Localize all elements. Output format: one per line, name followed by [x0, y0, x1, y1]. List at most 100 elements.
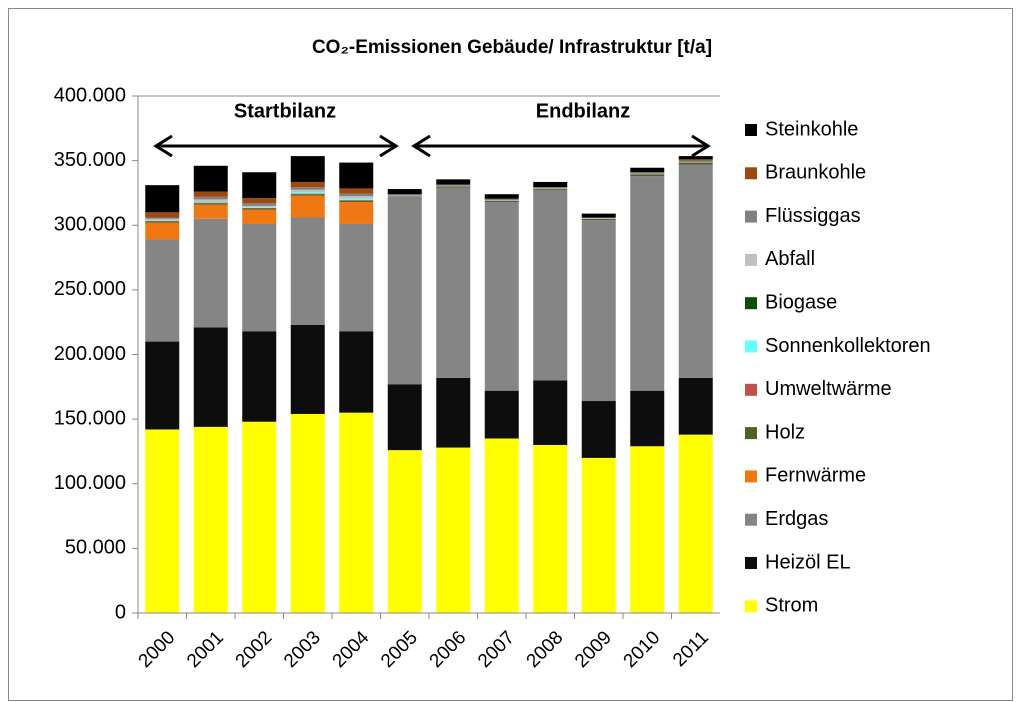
bar-segment — [242, 223, 277, 332]
bar-segment — [387, 196, 422, 385]
bar-segment — [630, 176, 665, 391]
bar-segment — [193, 203, 228, 205]
bar-segment — [533, 188, 568, 190]
bar-segment — [339, 193, 374, 197]
bar-segment — [484, 200, 519, 201]
bar-segment — [678, 434, 713, 613]
bar-segment — [290, 193, 325, 195]
bar-segment — [436, 187, 471, 378]
y-tick-label: 150.000 — [54, 407, 126, 429]
bar-segment — [484, 390, 519, 439]
legend-swatch — [745, 427, 757, 440]
bar-segment — [630, 390, 665, 447]
bar-segment — [533, 380, 568, 445]
legend-label: Heizöl EL — [765, 551, 851, 573]
legend-swatch — [745, 383, 757, 396]
bar-segment — [533, 181, 568, 188]
bar-segment — [387, 384, 422, 451]
bar-segment — [290, 192, 325, 194]
bar-segment — [145, 220, 180, 222]
bar-segment — [339, 200, 374, 201]
bar-segment — [290, 194, 325, 196]
legend-swatch — [745, 167, 757, 180]
arrow-head — [153, 134, 173, 158]
bar-segment — [484, 201, 519, 391]
legend-label: Steinkohle — [765, 118, 858, 140]
bar-segment — [436, 186, 471, 188]
bar-segment — [678, 162, 713, 165]
legend-swatch — [745, 210, 757, 223]
bar-segment — [339, 223, 374, 332]
bar-segment — [339, 200, 374, 202]
legend-swatch — [745, 253, 757, 266]
legend-swatch — [745, 124, 757, 136]
bar-segment — [581, 218, 616, 219]
bar-segment — [533, 189, 568, 191]
bar-segment — [193, 204, 228, 219]
bar-segment — [339, 196, 374, 199]
y-tick-label: 200.000 — [54, 343, 126, 365]
bar-segment — [145, 185, 180, 213]
bar-segment — [630, 172, 665, 174]
bar-segment — [290, 324, 325, 414]
bar-segment — [290, 181, 325, 188]
legend-label: Strom — [765, 595, 818, 617]
bar-segment — [193, 327, 228, 427]
legend-label: Erdgas — [765, 508, 828, 530]
annotation: Endbilanz — [536, 100, 630, 122]
bar-segment — [193, 191, 228, 197]
bar-segment — [387, 194, 422, 196]
bar-segment — [339, 162, 374, 189]
y-tick-label: 0 — [115, 601, 126, 623]
bar-segment — [581, 220, 616, 402]
bar-segment — [242, 208, 277, 210]
bar-segment — [193, 426, 228, 613]
bar-segment — [242, 421, 277, 613]
bar-segment — [339, 412, 374, 613]
bar-segment — [145, 217, 180, 219]
legend-swatch — [745, 557, 757, 569]
bar-segment — [290, 217, 325, 325]
bar-segment — [145, 220, 180, 221]
bar-segment — [581, 213, 616, 218]
bar-segment — [484, 200, 519, 202]
arrow-head — [691, 134, 711, 158]
bar-segment — [242, 331, 277, 422]
bar-segment — [678, 164, 713, 378]
bar-segment — [242, 203, 277, 206]
bar-segment — [533, 190, 568, 381]
bar-segment — [193, 165, 228, 192]
legend-swatch — [745, 297, 757, 310]
y-tick-label: 250.000 — [54, 278, 126, 300]
bar-segment — [436, 179, 471, 185]
legend-label: Fernwärme — [765, 465, 866, 487]
bar-segment — [630, 167, 665, 173]
bar-segment — [145, 212, 180, 218]
legend-swatch — [745, 513, 757, 526]
bar-segment — [678, 377, 713, 435]
y-tick-label: 400.000 — [54, 84, 126, 106]
bar-segment — [145, 218, 180, 221]
bar-segment — [484, 194, 519, 199]
bar-segment — [678, 156, 713, 160]
bar-segment — [533, 444, 568, 613]
legend-label: Holz — [765, 421, 805, 443]
bar-segment — [387, 450, 422, 613]
bar-segment — [678, 159, 713, 161]
bar-segment — [436, 184, 471, 186]
bar-segment — [630, 173, 665, 175]
bar-segment — [193, 218, 228, 328]
bar-segment — [533, 187, 568, 189]
arrows — [153, 134, 711, 158]
legend-label: Biogase — [765, 291, 837, 313]
legend-swatch — [745, 470, 757, 483]
bar-segment — [387, 189, 422, 195]
annotation: Startbilanz — [234, 100, 336, 122]
bar-segment — [145, 221, 180, 223]
bar-segment — [290, 195, 325, 218]
bar-segment — [193, 202, 228, 204]
bar-segment — [581, 217, 616, 219]
y-tick-label: 50.000 — [65, 537, 126, 559]
legend-swatch — [745, 600, 757, 613]
bar-segment — [387, 195, 422, 197]
